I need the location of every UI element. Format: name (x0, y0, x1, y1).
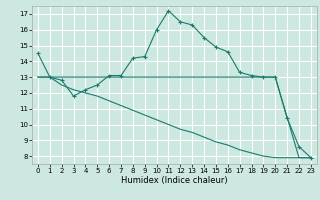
X-axis label: Humidex (Indice chaleur): Humidex (Indice chaleur) (121, 176, 228, 185)
